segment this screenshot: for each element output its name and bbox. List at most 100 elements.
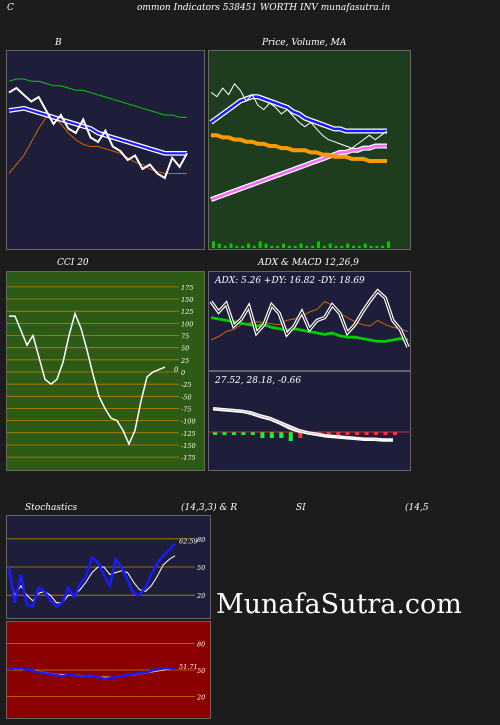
rsi-main-line — [8, 666, 176, 681]
macd-histogram-bar — [393, 432, 397, 435]
macd-histogram-bar — [345, 432, 350, 435]
volume-bar — [212, 241, 215, 248]
adx-title: ADX & MACD 12,26,9 — [258, 258, 359, 268]
macd-panel: 27.52, 28.18, -0.66 — [208, 371, 411, 471]
cci-tick-label: -175 — [181, 454, 196, 462]
volume-bar — [363, 243, 367, 248]
macd-histogram-bar — [326, 432, 331, 435]
volume-bar — [258, 241, 262, 248]
macd-histogram-bar — [374, 432, 379, 435]
rsi-panel: 80 50 20 51.71 — [6, 621, 211, 719]
volume-bar — [264, 243, 268, 248]
macd-histogram-bar — [241, 432, 246, 435]
cci-line — [9, 311, 166, 446]
volume-bar — [328, 243, 332, 248]
volume-bar — [369, 245, 373, 248]
volume-bar — [282, 243, 285, 248]
page-title: ommon Indicators 538451 WORTH INV munafa… — [137, 3, 391, 13]
stoch-chart: 80 50 20 62.59 — [7, 536, 205, 609]
volume-bar — [352, 245, 355, 248]
ma-long-line-outline — [210, 143, 387, 202]
volume-bar — [322, 245, 326, 248]
macd-histogram-bar — [288, 432, 293, 441]
cci-chart: 1751501251007550250-25-50-75-100-125-150… — [7, 284, 196, 462]
volume-bar — [241, 245, 245, 248]
watermark: MunafaSutra.com — [216, 589, 462, 620]
rsi-title: SI — [296, 503, 306, 513]
volume-bar — [334, 245, 338, 248]
bb-chart — [8, 78, 188, 180]
price-title: Price, Volume, MA — [262, 38, 347, 48]
volume-bar — [375, 245, 379, 248]
ma-mid-line — [211, 133, 387, 163]
volume-bar — [305, 245, 309, 248]
price-line — [210, 83, 388, 149]
cci-tick-label: 150 — [181, 296, 193, 304]
stoch-title: Stochastics — [25, 503, 78, 513]
macd-chart — [209, 407, 410, 442]
macd-histogram-bar — [355, 432, 360, 435]
volume-bar — [235, 245, 239, 248]
macd-histogram-bar — [383, 432, 388, 435]
stoch-panel: 80 50 20 62.59 — [6, 515, 211, 619]
cci-last-value: 0 — [174, 366, 179, 374]
price-chart — [209, 83, 390, 248]
ma-short-line — [210, 95, 387, 133]
adx-readout: ADX: 5.26 +DY: 16.82 -DY: 18.69 — [215, 276, 365, 286]
adx-panel: ADX: 5.26 +DY: 16.82 -DY: 18.69 — [208, 271, 411, 371]
volume-bar — [311, 245, 315, 248]
stoch-last-value: 62.59 — [179, 538, 198, 546]
macd-histogram-bar — [336, 432, 341, 435]
bb-title: B — [55, 38, 62, 48]
stoch-params: (14,3,3) & R — [181, 503, 238, 513]
volume-bar — [357, 245, 361, 248]
cci-tick-label: 100 — [181, 320, 193, 328]
macd-histogram-bar — [269, 432, 274, 438]
cci-tick-label: 25 — [180, 357, 189, 365]
adx-chart — [209, 288, 410, 348]
macd-signal-line — [212, 408, 393, 441]
rsi-chart: 80 50 20 51.71 — [7, 641, 205, 701]
cci-tick-label: 175 — [181, 284, 193, 292]
cci-tick-label: -150 — [181, 442, 196, 450]
rsi-params: (14,5 — [405, 503, 429, 513]
bb-panel — [6, 50, 205, 250]
stoch-tick-label: 50 — [197, 564, 205, 572]
cci-tick-label: -25 — [181, 381, 191, 389]
volume-bar — [346, 243, 350, 248]
volume-bar — [340, 245, 344, 248]
adx-line — [210, 290, 409, 348]
volume-bar — [247, 243, 250, 248]
rsi-tick-label: 80 — [197, 641, 205, 649]
volume-bar — [217, 243, 221, 248]
ma-long-line — [210, 144, 387, 201]
macd-histogram-bar — [260, 432, 265, 438]
cci-title: CCI 20 — [57, 258, 89, 268]
macd-histogram-bar — [298, 432, 303, 438]
volume-bar — [270, 245, 274, 248]
header-prefix: C — [7, 3, 14, 13]
macd-readout: 27.52, 28.18, -0.66 — [215, 376, 302, 386]
bb-middle-line — [8, 107, 187, 155]
cci-tick-label: 125 — [181, 308, 193, 316]
volume-bar — [293, 245, 297, 248]
cci-tick-label: 50 — [181, 345, 189, 353]
bb-upper-line — [8, 78, 187, 118]
macd-histogram-bar — [213, 432, 217, 435]
rsi-tick-label: 20 — [196, 693, 205, 701]
adx-line-outline — [209, 288, 410, 348]
macd-histogram-bar — [250, 432, 255, 435]
macd-histogram-bar — [222, 432, 227, 435]
macd-line — [212, 409, 393, 441]
macd-histogram-bar — [231, 432, 236, 435]
macd-signal-line-outline — [212, 407, 393, 442]
volume-bar — [252, 245, 256, 248]
bb-price-line — [8, 86, 188, 180]
cci-tick-label: -125 — [181, 430, 196, 438]
cci-tick-label: 0 — [181, 369, 185, 377]
volume-bar — [387, 241, 390, 248]
volume-bar — [317, 241, 320, 248]
macd-histogram-bar — [279, 432, 284, 438]
cci-tick-label: -100 — [181, 418, 196, 426]
volume-bar — [287, 245, 291, 248]
